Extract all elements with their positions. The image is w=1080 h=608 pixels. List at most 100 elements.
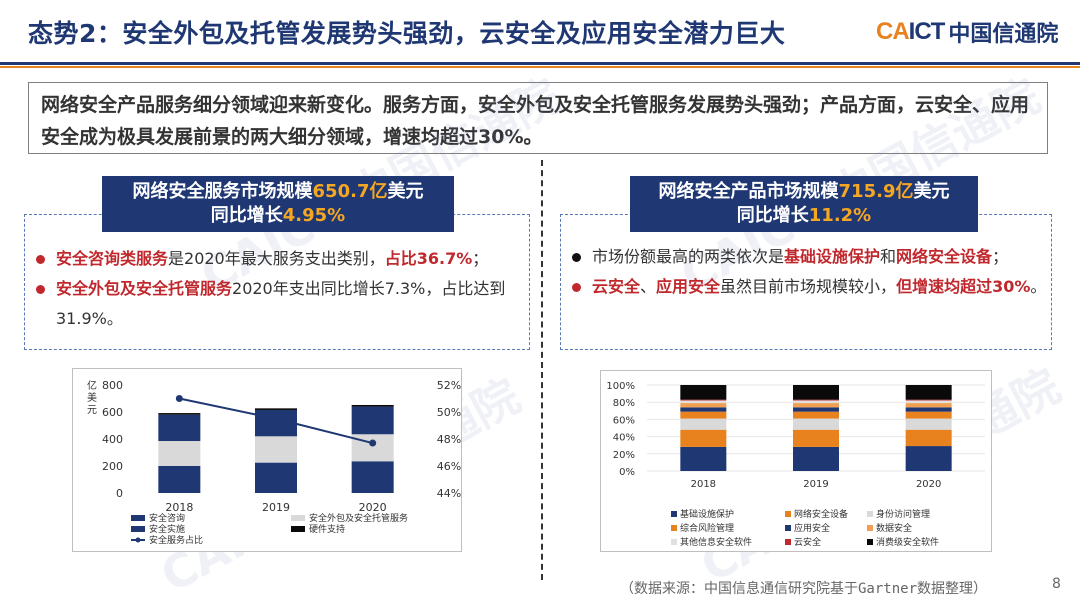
legend-label: 消费级安全软件	[876, 536, 939, 548]
bar-云安全	[793, 399, 839, 401]
bar-应用安全	[680, 407, 727, 412]
legend-label: 基础设施保护	[680, 508, 734, 520]
legend-swatch	[785, 525, 791, 531]
y2-tick-label: 46%	[437, 460, 461, 473]
x-tick-label: 2018	[165, 501, 193, 514]
logo-name: 中国信通院	[948, 22, 1059, 47]
bar-网络安全设备	[680, 429, 727, 447]
legend-swatch	[867, 539, 873, 545]
legend-label: 应用安全	[794, 522, 830, 534]
bar-安全咨询	[351, 461, 394, 493]
y2-tick-label: 52%	[437, 379, 461, 392]
y-tick-label: 200	[102, 460, 123, 473]
summary-box: 网络安全产品服务细分领域迎来新变化。服务方面，安全外包及安全托管服务发展势头强劲…	[28, 82, 1048, 154]
bar-安全咨询	[158, 466, 201, 493]
product-chart: 0% 20% 40% 60% 80% 100% 2018 2019 2020 基础设施保护 网络安全…	[606, 381, 985, 548]
bar-消费级安全软件	[680, 385, 727, 400]
legend-swatch	[671, 539, 677, 545]
header-divider	[0, 62, 1080, 68]
bar-硬件支持	[158, 413, 201, 415]
bar-基础设施保护	[680, 446, 727, 471]
y-axis-label: 亿	[87, 379, 97, 392]
legend-swatch	[291, 515, 305, 521]
product-banner-line2: 同比增长11.2%	[736, 205, 872, 226]
y-tick-label: 20%	[613, 450, 635, 461]
bar-消费级安全软件	[793, 385, 839, 400]
bullet-dot-icon	[572, 253, 581, 262]
bar-综合风险管理	[793, 411, 839, 419]
bullet-dot-icon	[572, 283, 581, 292]
bullet-dot-icon	[36, 285, 45, 294]
bar-网络安全设备	[793, 429, 839, 447]
bar-云安全	[680, 399, 727, 401]
bar-其他信息安全软件	[680, 400, 727, 404]
bar-其他信息安全软件	[793, 400, 839, 404]
line-point	[272, 415, 280, 423]
legend-label: 身份访问管理	[876, 508, 930, 520]
list-item: 安全咨询类服务是2020年最大服务支出类别，占比36.7%；	[30, 244, 526, 274]
legend-label: 安全服务占比	[149, 534, 203, 546]
y-axis-label: 元	[87, 405, 97, 416]
bar-应用安全	[793, 407, 839, 412]
y-tick-label: 0	[116, 487, 123, 500]
y2-tick-label: 44%	[437, 487, 461, 500]
y-tick-label: 0%	[619, 467, 635, 478]
bar-消费级安全软件	[905, 385, 952, 400]
legend-label: 安全咨询	[149, 512, 185, 524]
bar-硬件支持	[351, 404, 394, 407]
service-chart: 亿美元 0 200 400 600 800 44% 46% 48% 50% 52% 2018 2019 2…	[87, 379, 461, 546]
bar-综合风险管理	[905, 411, 952, 419]
legend-swatch	[867, 525, 873, 531]
legend-label: 硬件支持	[309, 523, 345, 535]
product-bullets: 市场份额最高的两类依次是基础设施保护和网络安全设备； 云安全、应用安全虽然目前市…	[566, 242, 1048, 302]
bar-身份访问管理	[905, 418, 952, 430]
y-tick-label: 400	[102, 433, 123, 446]
service-chart-frame: 亿美元 0 200 400 600 800 44% 46% 48% 50% 52% 2018 2019 2…	[72, 368, 462, 552]
product-banner-line1: 网络安全产品市场规模715.9亿美元	[658, 181, 950, 202]
list-item: 安全外包及安全托管服务2020年支出同比增长7.3%，占比达到31.9%。	[30, 274, 526, 334]
bar-安全实施	[158, 414, 201, 442]
product-banner: 网络安全产品市场规模715.9亿美元 同比增长11.2%	[630, 176, 978, 232]
y-tick-label: 80%	[613, 398, 635, 409]
bar-应用安全	[905, 407, 952, 412]
legend-swatch	[785, 539, 791, 545]
bar-安全咨询	[255, 462, 297, 493]
x-tick-label: 2019	[262, 501, 290, 514]
legend-label: 其他信息安全软件	[680, 536, 752, 548]
data-source: （数据来源：中国信息通信研究院基于Gartner数据整理）	[620, 581, 987, 597]
service-banner-line1: 网络安全服务市场规模650.7亿美元	[132, 181, 424, 202]
x-tick-label: 2020	[916, 479, 941, 490]
caict-logo: CAICT 中国信通院	[876, 16, 1058, 48]
legend-label: 安全外包及安全托管服务	[309, 512, 408, 524]
bar-数据安全	[905, 403, 952, 408]
list-item: 云安全、应用安全虽然目前市场规模较小，但增速均超过30%。	[566, 272, 1048, 302]
legend-swatch	[867, 511, 873, 517]
line-point	[369, 439, 377, 447]
bar-数据安全	[680, 403, 727, 408]
service-banner: 网络安全服务市场规模650.7亿美元 同比增长4.95%	[102, 176, 454, 232]
list-item: 市场份额最高的两类依次是基础设施保护和网络安全设备；	[566, 242, 1048, 272]
legend-label: 网络安全设备	[794, 508, 848, 520]
page-title: 态势2：安全外包及托管发展势头强劲，云安全及应用安全潜力巨大	[28, 19, 786, 48]
service-banner-line2: 同比增长4.95%	[210, 205, 346, 226]
legend-swatch	[671, 525, 677, 531]
bar-数据安全	[793, 403, 839, 408]
y-tick-label: 600	[102, 406, 123, 419]
x-tick-label: 2019	[803, 479, 828, 490]
bullet-dot-icon	[36, 255, 45, 264]
legend-swatch	[671, 511, 677, 517]
bar-硬件支持	[255, 408, 297, 410]
bar-云安全	[905, 399, 952, 401]
legend-swatch	[135, 537, 141, 543]
y-tick-label: 40%	[613, 433, 635, 444]
x-tick-label: 2020	[359, 501, 387, 514]
bar-网络安全设备	[905, 429, 952, 447]
bar-综合风险管理	[680, 411, 727, 419]
logo-mark: CAICT	[876, 18, 945, 45]
legend-swatch	[785, 511, 791, 517]
bar-安全外包及安全托管服务	[158, 441, 201, 466]
column-divider	[541, 160, 543, 580]
y-tick-label: 100%	[606, 381, 635, 392]
legend-swatch	[291, 526, 305, 532]
legend-label: 数据安全	[876, 522, 912, 534]
